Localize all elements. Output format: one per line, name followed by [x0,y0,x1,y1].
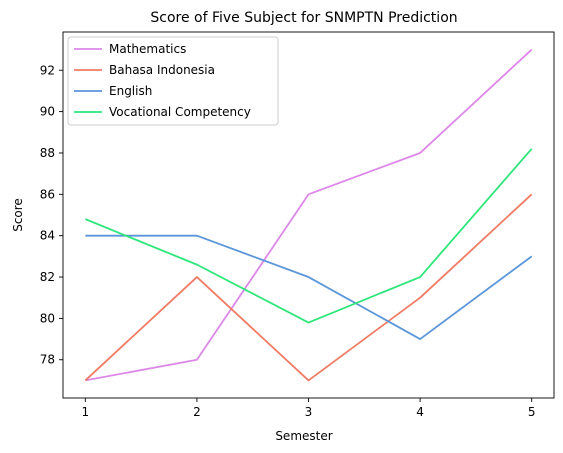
series-line-1 [84,193,533,382]
x-axis-label: Semester [275,429,332,443]
legend-label-1: Bahasa Indonesia [109,63,215,77]
series-line-3 [84,148,533,324]
series-line-2 [85,234,533,340]
y-axis-label: Score [11,198,25,232]
y-tick-label-7: 92 [40,63,55,77]
x-tick-label-4: 5 [528,405,536,419]
y-tick-label-4: 86 [40,187,55,201]
legend-label-2: English [109,84,152,98]
y-tick-label-3: 84 [40,229,55,243]
y-tick-label-2: 82 [40,270,55,284]
legend-label-0: Mathematics [109,42,186,56]
legend: Mathematics Bahasa Indonesia English Vocati… [67,36,279,126]
x-tick-label-2: 3 [305,405,313,419]
y-tick-label-1: 80 [40,311,55,325]
legend-label-3: Vocational Competency [109,105,251,119]
x-tick-label-1: 2 [193,405,201,419]
x-tick-label-3: 4 [416,405,424,419]
x-tick-label-0: 1 [81,405,89,419]
y-tick-label-0: 78 [40,353,55,367]
x-axis: 1 2 3 4 5 [81,398,536,419]
chart-title: Score of Five Subject for SNMPTN Predict… [150,10,457,26]
legend-frame [67,36,279,126]
series-line-0 [85,48,533,382]
y-tick-label-5: 88 [40,146,55,160]
y-tick-label-6: 90 [40,105,55,119]
y-axis: 78 80 82 84 86 88 90 92 [40,63,63,367]
series-layer [84,48,533,382]
